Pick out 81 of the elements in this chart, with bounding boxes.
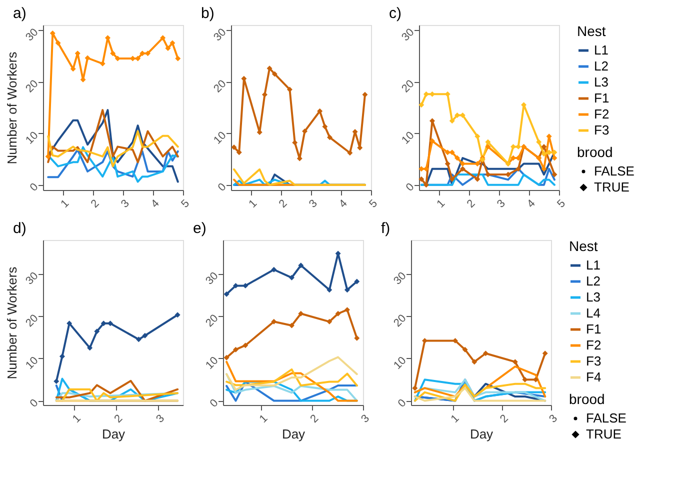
x-tick-label: 4	[337, 198, 350, 210]
x-tick-label: 3	[547, 412, 560, 426]
y-tick-label: 30	[392, 270, 409, 288]
x-tick-label: 2	[498, 412, 511, 426]
y-tick-label: 10	[212, 130, 229, 147]
y-tick-label: 30	[204, 270, 221, 288]
x-tick-label: 2	[276, 198, 290, 210]
x-tick-label: 3	[359, 412, 372, 426]
x-tick-label: 1	[246, 198, 260, 210]
y-tick-label: 0	[404, 181, 417, 194]
legend-label: L3	[594, 74, 608, 90]
legend-label: L2	[586, 274, 600, 288]
x-tick-label: 3	[494, 198, 508, 210]
x-tick-label: 1	[257, 412, 270, 426]
y-tick-label: 30	[24, 26, 41, 44]
chart-title: a)	[13, 5, 26, 22]
y-tick-label: 10	[24, 354, 41, 372]
legend-label: L3	[586, 290, 600, 304]
legend-label: L2	[594, 58, 608, 74]
legend-label: L4	[586, 306, 600, 320]
legend-label: F3	[594, 122, 610, 138]
y-tick-label: 0	[396, 397, 409, 410]
x-tick-label: 5	[179, 198, 192, 210]
x-tick-label: 3	[118, 198, 132, 210]
x-axis-title: Day	[470, 426, 494, 442]
y-tick-label: 10	[400, 130, 417, 147]
y-axis-title: Number of Workers	[4, 51, 20, 164]
x-axis-title: Day	[282, 426, 306, 442]
x-tick-label: 2	[112, 412, 126, 426]
chart-title: b)	[201, 5, 214, 22]
legend-label: F2	[594, 106, 610, 122]
legend-label: F1	[594, 90, 610, 106]
legend-label: F4	[586, 370, 602, 384]
y-axis-title: Number of Workers	[4, 266, 20, 380]
x-tick-label: 2	[88, 198, 102, 210]
y-tick-label: 20	[212, 78, 229, 96]
x-axis-title: Day	[102, 426, 126, 442]
text: FALSE	[594, 164, 635, 178]
x-tick-label: 2	[464, 198, 478, 210]
x-tick-label: 5	[555, 198, 568, 210]
y-tick-label: 10	[392, 354, 409, 372]
legend-title: Nest	[569, 238, 598, 254]
legend-label: L1	[586, 258, 600, 272]
x-tick-label: 1	[58, 198, 72, 210]
x-tick-label: 4	[149, 198, 162, 210]
y-tick-label: 20	[400, 78, 417, 96]
text: brood	[577, 144, 613, 160]
chart-title: e)	[193, 220, 206, 237]
text: FALSE	[586, 410, 627, 426]
legend-label: F2	[586, 338, 602, 352]
chart-title: d)	[13, 220, 26, 237]
y-tick-label: 20	[24, 312, 41, 330]
y-tick-label: 30	[212, 26, 229, 44]
x-tick-label: 1	[434, 198, 448, 210]
legend-title: Nest	[577, 23, 606, 39]
x-tick-label: 3	[306, 198, 320, 210]
y-tick-label: 0	[28, 181, 41, 194]
legend-label: L1	[594, 42, 608, 58]
text: brood	[569, 391, 605, 407]
x-tick-label: 4	[525, 198, 538, 210]
chart-title: f)	[381, 220, 390, 237]
y-tick-label: 20	[24, 78, 41, 96]
x-tick-label: 1	[70, 412, 84, 426]
x-tick-label: 3	[154, 412, 167, 426]
x-tick-label: 2	[308, 412, 322, 426]
y-tick-label: 10	[204, 354, 221, 372]
y-tick-label: 20	[204, 312, 221, 330]
y-tick-label: 30	[24, 270, 41, 288]
text: TRUE	[594, 180, 630, 194]
legend-label: F1	[586, 322, 602, 336]
y-tick-label: 0	[28, 397, 41, 410]
text: TRUE	[586, 426, 622, 442]
y-tick-label: 20	[392, 312, 409, 330]
y-tick-label: 10	[24, 130, 41, 147]
y-tick-label: 0	[208, 397, 221, 410]
x-tick-label: 1	[448, 412, 462, 426]
chart-title: c)	[389, 5, 402, 22]
y-tick-label: 0	[216, 181, 229, 194]
x-tick-label: 5	[367, 198, 380, 210]
legend-label: F3	[586, 354, 602, 368]
y-tick-label: 30	[400, 26, 417, 44]
